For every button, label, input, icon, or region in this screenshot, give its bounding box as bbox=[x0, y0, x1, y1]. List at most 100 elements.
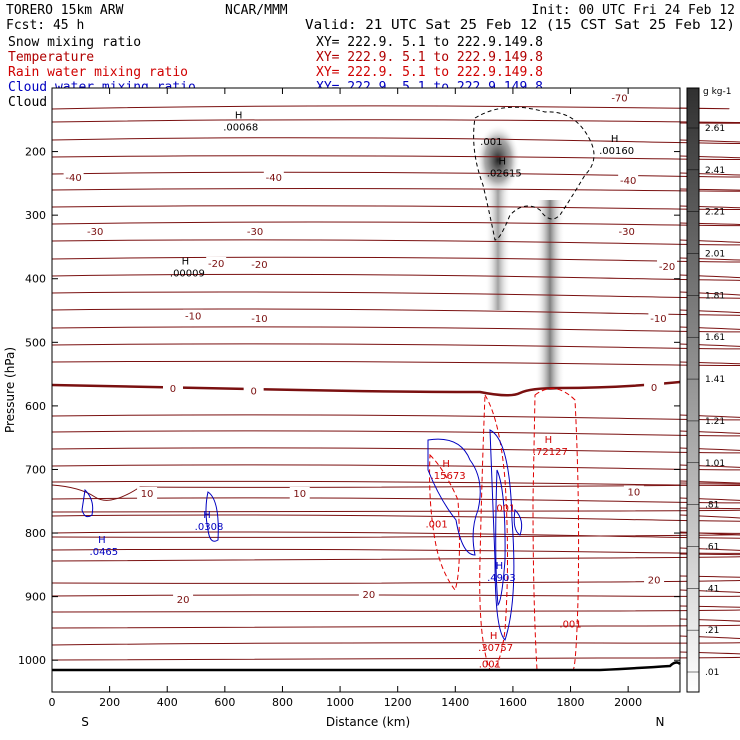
contour-value-label: .001 bbox=[493, 504, 515, 515]
temp-label-bg bbox=[623, 485, 644, 498]
isotherm-line bbox=[51, 497, 740, 504]
temp-label-bg bbox=[358, 588, 379, 601]
isotherm-line bbox=[51, 651, 740, 661]
max-value-label: .72127 bbox=[533, 447, 568, 458]
y-tick-label: 700 bbox=[25, 463, 46, 476]
max-value-label: .0465 bbox=[90, 547, 119, 558]
freezing-level-line bbox=[51, 380, 681, 397]
temp-contour-label: -40 bbox=[65, 173, 81, 184]
max-value-label: .00068 bbox=[223, 123, 258, 134]
x-tick-label: 1600 bbox=[499, 696, 527, 709]
isotherm-line bbox=[51, 308, 740, 316]
contour-value-label: .001 bbox=[480, 137, 502, 148]
axes: 0 200 400 600 800 1000 1200 1400 1600 1800 2000200… bbox=[18, 88, 680, 709]
temp-label-bg bbox=[85, 225, 106, 238]
cloud-water-contour bbox=[513, 508, 523, 536]
temp-label-bg bbox=[206, 256, 227, 269]
max-value-label: .30757 bbox=[478, 643, 513, 654]
isotherm-line bbox=[51, 221, 740, 227]
temp-contour-label: -70 bbox=[611, 94, 627, 105]
temp-label-bg bbox=[249, 312, 270, 325]
isotherm-line bbox=[51, 553, 740, 562]
max-value-label: .02615 bbox=[487, 168, 522, 179]
colorbar-label: 2.21 bbox=[705, 208, 725, 218]
y-tick-label: 600 bbox=[25, 400, 46, 413]
isotherm-line bbox=[51, 547, 740, 554]
isotherm-line bbox=[51, 430, 740, 437]
max-value-label: .4903 bbox=[487, 573, 516, 584]
isotherm-line bbox=[51, 188, 740, 192]
xsection-coords-rain: XY= 222.9. 5.1 to 222.9.149.8 bbox=[316, 65, 543, 80]
field-label-rain: Rain water mixing ratio bbox=[8, 65, 188, 80]
x-tick-label: 400 bbox=[157, 696, 178, 709]
isotherm-line bbox=[51, 589, 740, 597]
temp-label-bg bbox=[243, 384, 264, 397]
isotherm-line bbox=[51, 532, 740, 538]
isotherm-line bbox=[51, 291, 740, 299]
temp-contour-label: 10 bbox=[141, 489, 154, 500]
temp-label-bg bbox=[618, 174, 639, 187]
colorbar-label: .81 bbox=[705, 501, 719, 511]
temp-contour-label: 20 bbox=[363, 590, 376, 601]
x-tick-label: 1400 bbox=[441, 696, 469, 709]
colorbar-label: 1.61 bbox=[705, 333, 725, 343]
isotherm-line bbox=[51, 239, 740, 246]
isotherm-line bbox=[51, 480, 740, 486]
valid-time: Valid: 21 UTC Sat 25 Feb 12 (15 CST Sat … bbox=[305, 18, 735, 33]
colorbar-label: 1.81 bbox=[705, 291, 725, 301]
cloud-ice-contour bbox=[473, 106, 595, 241]
x-tick-label: 800 bbox=[272, 696, 293, 709]
contour-value-label: .001 bbox=[559, 619, 581, 630]
temp-label-bg bbox=[137, 486, 158, 499]
x-tick-label: 1200 bbox=[384, 696, 412, 709]
isotherm-line bbox=[51, 205, 740, 211]
temp-label-bg bbox=[249, 258, 270, 271]
temp-label-bg bbox=[162, 382, 183, 395]
temp-contour-label: -40 bbox=[266, 173, 282, 184]
isotherm-line bbox=[51, 464, 740, 471]
isotherm-line bbox=[51, 531, 740, 539]
cloud-water-contour bbox=[489, 429, 515, 641]
plot-area: -70 -40 -40 -40 -30 -30 -30 -20 -20 -20 -10 -10 -10 0… bbox=[51, 87, 740, 693]
temperature-isotherms bbox=[51, 105, 740, 661]
temp-contour-label: -10 bbox=[185, 312, 201, 323]
isotherm-line bbox=[51, 326, 740, 333]
cloud-water-contour bbox=[427, 438, 481, 556]
init-time: Init: 00 UTC Fri 24 Feb 12 bbox=[532, 3, 736, 18]
temp-contour-label: 20 bbox=[648, 575, 661, 586]
temp-contour-label: -20 bbox=[208, 259, 224, 270]
maxima-labels: H.00068H.02615H.00160H.00009H.0465H.0308… bbox=[90, 111, 635, 671]
contour-value-label: .001 bbox=[479, 659, 501, 670]
x-tick-label: 1000 bbox=[326, 696, 354, 709]
colorbar-label: .01 bbox=[705, 668, 719, 678]
rain-water-contours bbox=[429, 388, 580, 671]
x-axis-end-left: S bbox=[81, 715, 89, 729]
max-marker: H bbox=[203, 510, 211, 521]
y-tick-label: 1000 bbox=[18, 654, 46, 667]
isotherm-line bbox=[51, 343, 740, 350]
cloud-water-contour bbox=[81, 488, 94, 518]
colorbar-unit: g kg-1 bbox=[703, 87, 731, 97]
y-tick-label: 400 bbox=[25, 273, 46, 286]
colorbar-label: .41 bbox=[705, 584, 719, 594]
colorbar-label: 2.61 bbox=[705, 124, 725, 134]
rain-contour bbox=[429, 453, 460, 592]
plot-frame bbox=[51, 87, 681, 693]
isotherm-line bbox=[51, 360, 740, 367]
xsection-coords-temperature: XY= 222.9. 5.1 to 222.9.149.8 bbox=[316, 50, 543, 65]
temp-contour-label: -30 bbox=[619, 227, 635, 238]
temp-label-bg bbox=[657, 260, 678, 273]
x-tick-label: 1800 bbox=[557, 696, 585, 709]
max-marker: H bbox=[490, 631, 498, 642]
colorbar-label: .21 bbox=[705, 626, 719, 636]
isotherm-line bbox=[51, 256, 740, 263]
rain-contour bbox=[479, 393, 508, 671]
temp-label-bg bbox=[609, 91, 630, 104]
y-tick-label: 800 bbox=[25, 527, 46, 540]
snow-plume-left bbox=[485, 190, 511, 310]
isotherm-line bbox=[51, 514, 740, 522]
colorbar-label: 2.01 bbox=[705, 250, 725, 260]
isotherm-line bbox=[51, 137, 740, 145]
temp-label-bg bbox=[644, 380, 665, 393]
